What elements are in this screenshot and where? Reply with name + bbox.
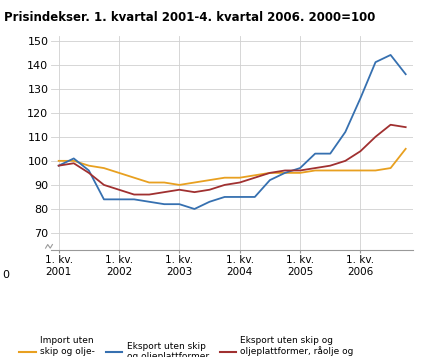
Text: 0: 0 [3, 270, 9, 280]
Text: Prisindekser. 1. kvartal 2001-4. kvartal 2006. 2000=100: Prisindekser. 1. kvartal 2001-4. kvartal… [4, 11, 376, 24]
Legend: Import uten
skip og olje-
plattformer, Eksport uten skip
og oljeplattformer, Eks: Import uten skip og olje- plattformer, E… [20, 336, 354, 357]
